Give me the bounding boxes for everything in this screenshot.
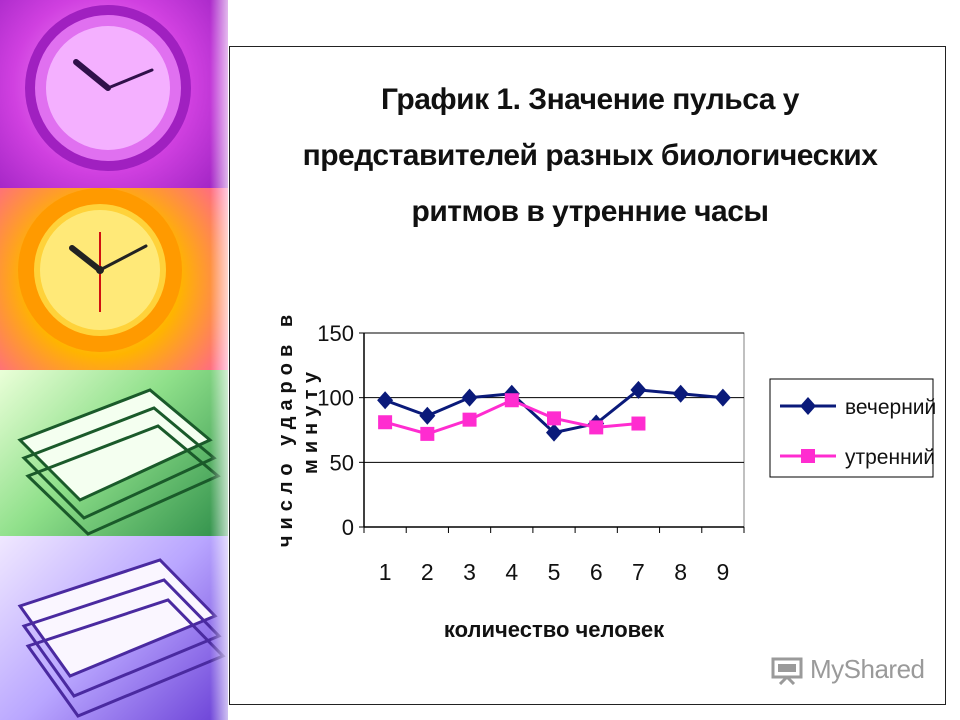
data-point-series-1 bbox=[419, 406, 436, 425]
title-line: ритмов в утренние часы bbox=[411, 195, 770, 228]
x-tick-label: 2 bbox=[421, 559, 434, 585]
y-axis-label-line2: минуту bbox=[300, 366, 322, 474]
strip-fade bbox=[210, 0, 228, 720]
y-tick-label: 100 bbox=[317, 386, 354, 411]
orange-clock-photo bbox=[0, 188, 228, 370]
data-point-series-2 bbox=[462, 412, 477, 427]
y-tick-label: 0 bbox=[342, 515, 354, 540]
data-point-series-2 bbox=[589, 420, 604, 435]
decorative-photo-strip bbox=[0, 0, 228, 720]
y-axis-label: число ударов в bbox=[275, 309, 297, 547]
data-point-series-2 bbox=[378, 415, 393, 430]
violet-papers-photo bbox=[0, 536, 228, 720]
legend-marker bbox=[801, 449, 815, 463]
presentation-icon bbox=[771, 657, 803, 685]
data-point-series-2 bbox=[547, 411, 561, 426]
data-point-series-1 bbox=[546, 423, 562, 442]
x-tick-label: 7 bbox=[632, 559, 645, 585]
title-line: представителей разных биологических bbox=[302, 139, 878, 172]
x-tick-label: 5 bbox=[548, 559, 561, 585]
data-point-series-2 bbox=[420, 426, 435, 441]
title-line: График 1. Значение пульса у bbox=[381, 83, 799, 116]
data-point-series-1 bbox=[461, 388, 478, 407]
data-point-series-1 bbox=[672, 384, 689, 403]
legend-box bbox=[769, 378, 934, 478]
data-point-series-1 bbox=[630, 380, 647, 399]
legend-label: вечерний bbox=[845, 396, 936, 419]
x-axis-label: количество человек bbox=[444, 617, 665, 642]
legend-label: утренний bbox=[845, 446, 935, 469]
x-tick-label: 6 bbox=[590, 559, 603, 585]
purple-clock-photo bbox=[0, 0, 228, 188]
x-tick-label: 8 bbox=[674, 559, 687, 585]
data-point-series-1 bbox=[377, 391, 394, 410]
y-tick-label: 50 bbox=[330, 450, 354, 475]
x-tick-label: 3 bbox=[463, 559, 476, 585]
slide-title: График 1. Значение пульса у представител… bbox=[260, 72, 920, 240]
x-tick-label: 4 bbox=[505, 559, 518, 585]
y-tick-label: 150 bbox=[317, 321, 354, 346]
data-point-series-1 bbox=[714, 388, 731, 407]
x-tick-label: 9 bbox=[716, 559, 729, 585]
x-tick-label: 1 bbox=[379, 559, 392, 585]
logo-text: MyShared bbox=[810, 654, 925, 684]
data-point-series-2 bbox=[504, 393, 519, 408]
data-point-series-2 bbox=[631, 416, 646, 431]
legend-marker bbox=[800, 397, 816, 415]
myshared-logo: MyShared bbox=[770, 654, 925, 685]
